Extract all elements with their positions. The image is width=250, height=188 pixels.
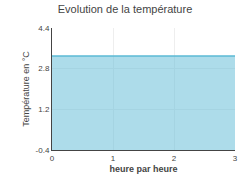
svg-text:Evolution de la température: Evolution de la température — [58, 3, 193, 15]
svg-text:1.2: 1.2 — [38, 105, 50, 114]
svg-text:-0.4: -0.4 — [36, 146, 50, 155]
svg-text:heure par heure: heure par heure — [109, 164, 177, 174]
svg-text:4.4: 4.4 — [38, 24, 50, 33]
svg-text:3: 3 — [233, 154, 238, 163]
svg-text:2.8: 2.8 — [38, 64, 50, 73]
svg-text:1: 1 — [111, 154, 116, 163]
svg-text:0: 0 — [50, 154, 55, 163]
svg-text:2: 2 — [172, 154, 177, 163]
svg-text:Température en °C: Température en °C — [21, 51, 31, 127]
